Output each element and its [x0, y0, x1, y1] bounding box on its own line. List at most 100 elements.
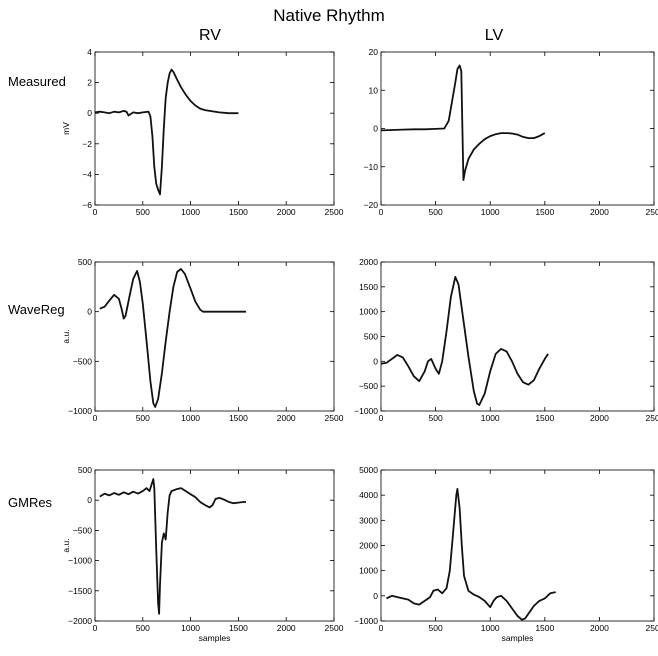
y-tick-label: 2000 [359, 257, 378, 267]
panel-wavereg-lv: 0 500 1000 1500 2000 250( −1000 −500 0 500 1000 150… [354, 257, 658, 423]
x-tick-label: 500 [136, 623, 150, 633]
y-tick-label: 3000 [359, 515, 378, 525]
x-tick-label: 500 [429, 207, 443, 217]
x-tick-label: 1500 [535, 207, 554, 217]
x-tick-label: 0 [93, 623, 98, 633]
x-tick-label: 2500 [325, 623, 344, 633]
axes-frame [94, 261, 335, 412]
column-title-lv: LV [484, 27, 504, 44]
y-axis-label: mV [61, 122, 71, 135]
y-tick-label: −500 [73, 525, 92, 535]
series-line [99, 478, 246, 615]
y-tick-label: −2000 [68, 616, 92, 626]
y-tick-label: 10 [369, 85, 379, 95]
x-tick-label: 1500 [229, 413, 248, 423]
y-tick-label: −20 [364, 200, 379, 210]
figure-title: Native Rhythm [273, 6, 385, 25]
x-tick-label: 500 [429, 413, 443, 423]
x-tick-label: 1500 [229, 207, 248, 217]
axes-frame [94, 469, 335, 622]
y-tick-label: 4000 [359, 490, 378, 500]
axes-frame [380, 261, 655, 412]
row-label-gmres: GMRes [8, 495, 53, 510]
y-tick-label: −2 [82, 139, 92, 149]
y-tick-label: −1500 [68, 586, 92, 596]
x-tick-label: 2500 [325, 207, 344, 217]
x-tick-label: 1000 [481, 207, 500, 217]
x-tick-label: 0 [93, 413, 98, 423]
column-title-rv: RV [199, 27, 221, 44]
series-line [94, 68, 239, 196]
y-tick-label: 0 [87, 307, 92, 317]
panel-wavereg-rv: 0 500 1000 1500 2000 2500 −1000 −500 0 500 a.u. [61, 257, 344, 423]
series-line [99, 268, 246, 408]
x-tick-label: 1500 [229, 623, 248, 633]
y-axis-label: a.u. [61, 538, 71, 552]
y-tick-label: 0 [87, 495, 92, 505]
x-tick-label: 1000 [181, 207, 200, 217]
y-axis-label: a.u. [61, 329, 71, 343]
x-tick-label: 2000 [590, 207, 609, 217]
y-tick-label: 1000 [359, 566, 378, 576]
series-line [380, 276, 549, 406]
x-tick-label: 0 [379, 413, 384, 423]
x-tick-label: 2000 [590, 623, 609, 633]
y-tick-label: −500 [73, 356, 92, 366]
y-tick-label: 500 [78, 257, 92, 267]
y-tick-label: 20 [369, 47, 379, 57]
row-label-wavereg: WaveReg [8, 302, 65, 317]
panel-gmres-rv: 0 500 1000 1500 2000 2500 −2000 −1500 −1000 −500 0… [61, 465, 344, 643]
x-tick-label: 0 [93, 207, 98, 217]
y-tick-label: −1000 [354, 616, 378, 626]
x-tick-label: 2500 [325, 413, 344, 423]
x-tick-label: 1000 [481, 623, 500, 633]
y-tick-label: 1000 [359, 307, 378, 317]
panel-gmres-lv: 0500100015002000250(−1000010002000300040… [354, 465, 658, 643]
x-tick-label: 500 [136, 413, 150, 423]
y-tick-label: 0 [87, 108, 92, 118]
x-tick-label: 2000 [277, 413, 296, 423]
y-tick-label: −10 [364, 162, 379, 172]
series-line [386, 488, 556, 621]
y-tick-label: 5000 [359, 465, 378, 475]
panel-measured-rv: 0 500 1000 1500 2000 2500 −6 −4 −2 0 2 4 mV [61, 47, 344, 217]
y-tick-label: 4 [87, 47, 92, 57]
axes-frame [94, 51, 335, 206]
x-tick-label: 2000 [590, 413, 609, 423]
y-tick-label: 500 [364, 332, 378, 342]
y-tick-label: 0 [373, 356, 378, 366]
series-line [380, 64, 546, 181]
x-tick-label: 250( [645, 207, 658, 217]
x-tick-label: 0 [379, 623, 384, 633]
panel-measured-lv: 0 500 1000 1500 2000 250( −20 −10 0 10 20 [364, 47, 658, 217]
x-tick-label: 500 [136, 207, 150, 217]
y-tick-label: 2 [87, 78, 92, 88]
y-tick-label: 1500 [359, 282, 378, 292]
x-tick-label: 250( [645, 623, 658, 633]
y-tick-label: −6 [82, 200, 92, 210]
x-tick-label: 500 [429, 623, 443, 633]
axes-frame [380, 469, 655, 622]
y-tick-label: 2000 [359, 541, 378, 551]
y-tick-label: −1000 [68, 556, 92, 566]
x-tick-label: 1500 [535, 413, 554, 423]
y-tick-label: −1000 [354, 406, 378, 416]
x-tick-label: 1000 [181, 623, 200, 633]
x-tick-label: 1000 [481, 413, 500, 423]
x-tick-label: 2000 [277, 623, 296, 633]
x-tick-label: 0 [379, 207, 384, 217]
y-tick-label: 500 [78, 465, 92, 475]
x-axis-label: samples [502, 633, 534, 643]
x-axis-label: samples [199, 633, 231, 643]
y-tick-label: −1000 [68, 406, 92, 416]
x-tick-label: 2000 [277, 207, 296, 217]
row-label-measured: Measured [8, 74, 66, 89]
y-tick-label: −4 [82, 169, 92, 179]
y-tick-label: −500 [359, 381, 378, 391]
y-tick-label: 0 [373, 124, 378, 134]
x-tick-label: 1500 [535, 623, 554, 633]
y-tick-label: 0 [373, 591, 378, 601]
x-tick-label: 250( [645, 413, 658, 423]
x-tick-label: 1000 [181, 413, 200, 423]
